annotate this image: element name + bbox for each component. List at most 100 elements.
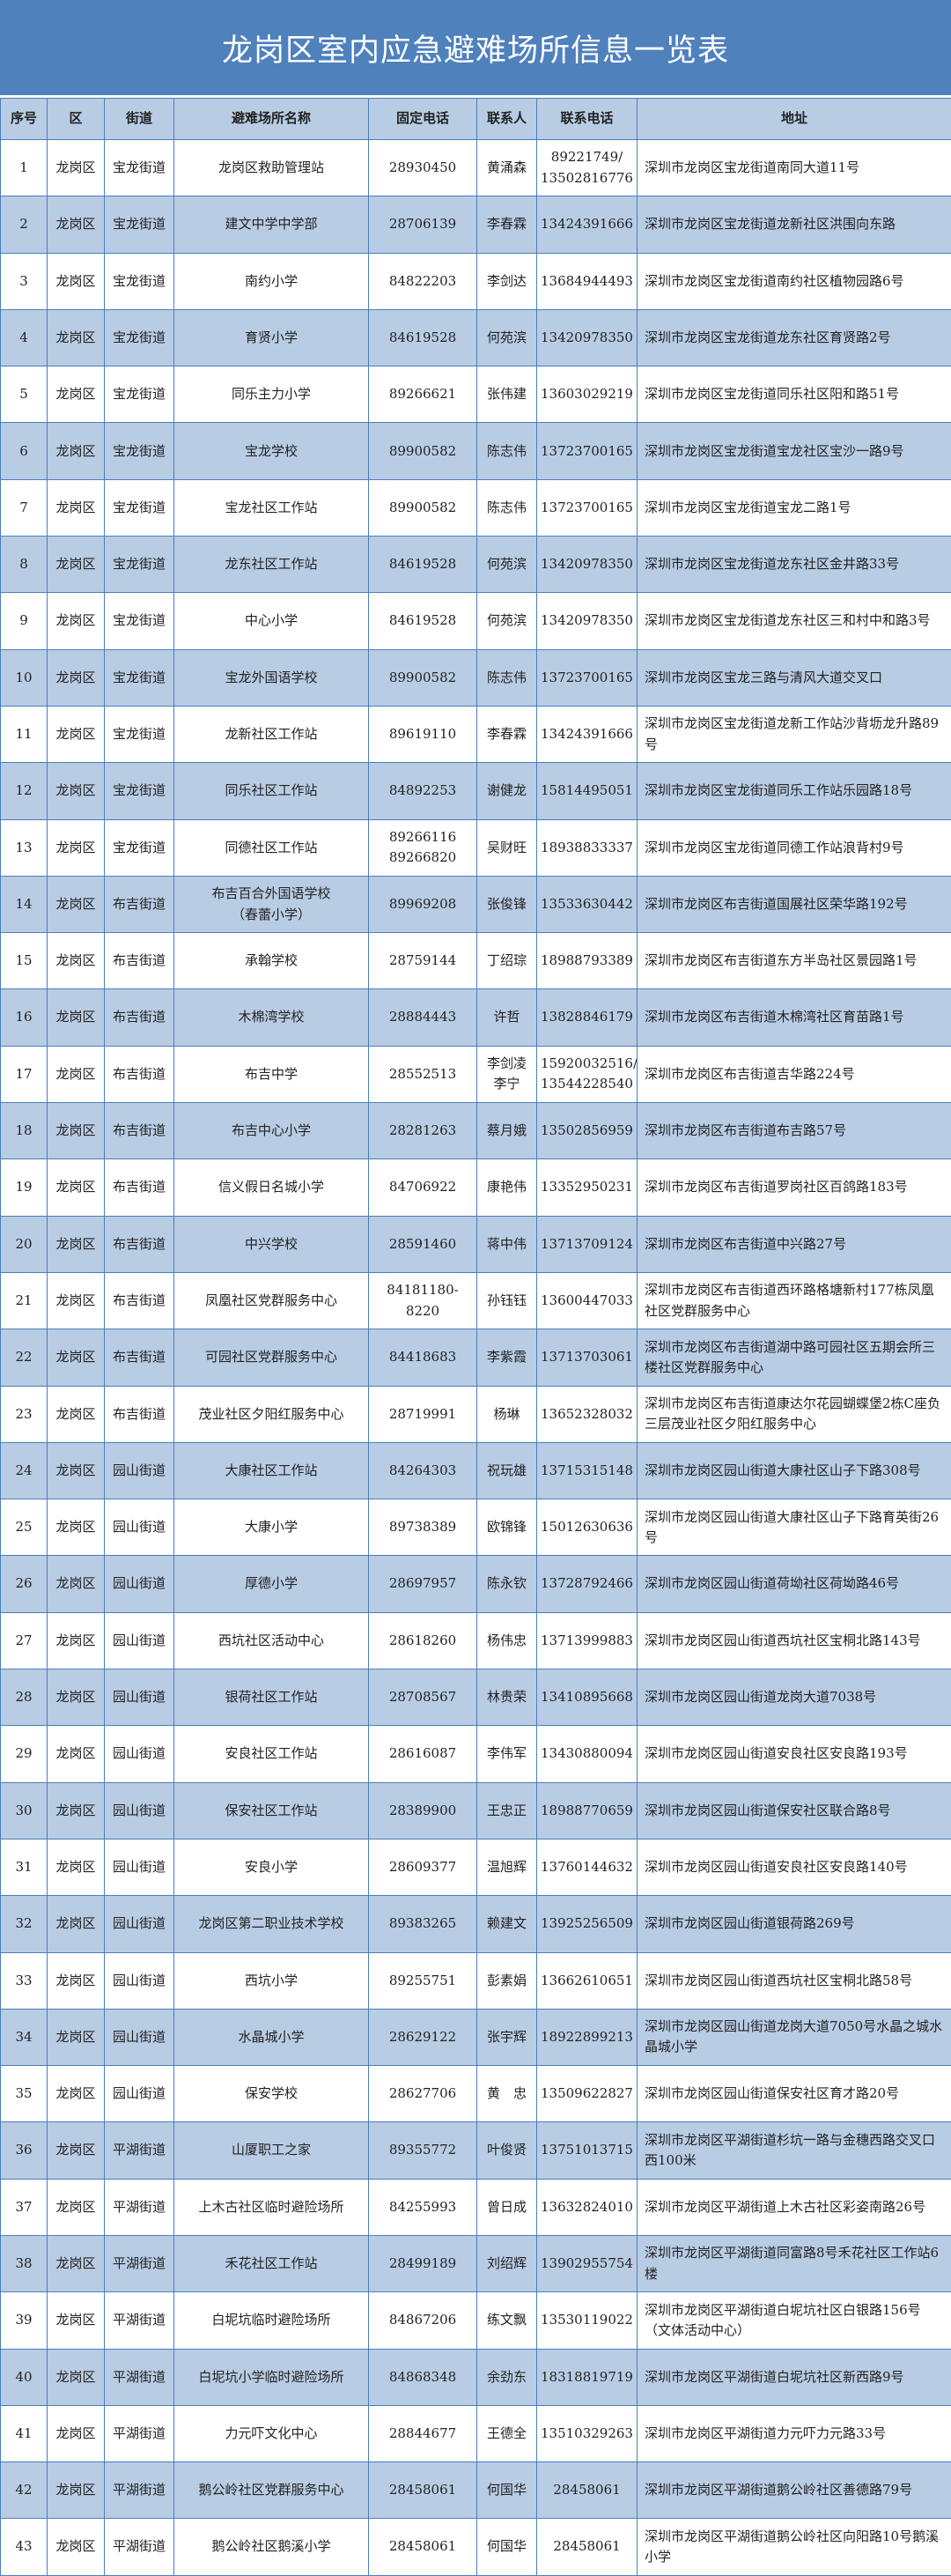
cell-address: 深圳市龙岗区布吉街道湖中路可园社区五期会所三楼社区党群服务中心 bbox=[638, 1329, 951, 1386]
cell-fixed-phone: 89900582 bbox=[369, 423, 477, 479]
cell-district: 龙岗区 bbox=[48, 876, 105, 932]
cell-contact-phone: 18318819719 bbox=[537, 2349, 638, 2405]
cell-contact-phone: 28458061 bbox=[537, 2519, 638, 2575]
cell-district: 龙岗区 bbox=[48, 309, 105, 366]
cell-address: 深圳市龙岗区宝龙街道同乐社区阳和路51号 bbox=[638, 366, 951, 423]
column-header-shelter-name: 避难场所名称 bbox=[174, 99, 369, 140]
cell-address: 深圳市龙岗区园山街道西坑社区宝桐北路143号 bbox=[638, 1612, 951, 1669]
cell-street: 宝龙街道 bbox=[105, 763, 174, 819]
cell-fixed-phone: 89969208 bbox=[369, 876, 477, 932]
cell-district: 龙岗区 bbox=[48, 1839, 105, 1895]
cell-contact-phone: 15814495051 bbox=[537, 763, 638, 819]
cell-address: 深圳市龙岗区布吉街道吉华路224号 bbox=[638, 1046, 951, 1102]
cell-shelter-name: 宝龙学校 bbox=[174, 423, 369, 479]
cell-district: 龙岗区 bbox=[48, 1612, 105, 1669]
column-header-index: 序号 bbox=[1, 99, 48, 140]
cell-index: 19 bbox=[1, 1159, 48, 1216]
cell-district: 龙岗区 bbox=[48, 140, 105, 196]
cell-contact-person: 何国华 bbox=[477, 2462, 537, 2519]
cell-shelter-name: 龙岗区救助管理站 bbox=[174, 140, 369, 196]
cell-address: 深圳市龙岗区园山街道银荷路269号 bbox=[638, 1896, 951, 1952]
cell-shelter-name: 育贤小学 bbox=[174, 309, 369, 366]
cell-contact-person: 黄 忠 bbox=[477, 2066, 537, 2122]
cell-address: 深圳市龙岗区宝龙街道宝龙二路1号 bbox=[638, 479, 951, 536]
column-header-address: 地址 bbox=[638, 99, 951, 140]
cell-index: 26 bbox=[1, 1556, 48, 1612]
cell-index: 15 bbox=[1, 933, 48, 989]
cell-contact-person: 王德全 bbox=[477, 2405, 537, 2461]
cell-contact-person: 蔡月娥 bbox=[477, 1103, 537, 1159]
cell-contact-person: 张俊锋 bbox=[477, 876, 537, 932]
cell-fixed-phone: 28552513 bbox=[369, 1046, 477, 1102]
cell-contact-person: 王忠正 bbox=[477, 1782, 537, 1839]
cell-index: 29 bbox=[1, 1726, 48, 1782]
cell-street: 园山街道 bbox=[105, 1726, 174, 1782]
cell-contact-phone: 13728792466 bbox=[537, 1556, 638, 1612]
cell-contact-phone: 13352950231 bbox=[537, 1159, 638, 1216]
cell-address: 深圳市龙岗区平湖街道力元吓力元路33号 bbox=[638, 2405, 951, 2461]
cell-address: 深圳市龙岗区园山街道保安社区联合路8号 bbox=[638, 1782, 951, 1839]
cell-fixed-phone: 28591460 bbox=[369, 1216, 477, 1272]
cell-district: 龙岗区 bbox=[48, 989, 105, 1046]
cell-address: 深圳市龙岗区布吉街道中兴路27号 bbox=[638, 1216, 951, 1272]
cell-street: 园山街道 bbox=[105, 1499, 174, 1556]
cell-address: 深圳市龙岗区布吉街道西环路格塘新村177栋凤凰社区党群服务中心 bbox=[638, 1272, 951, 1329]
cell-fixed-phone: 28697957 bbox=[369, 1556, 477, 1612]
column-header-contact-person: 联系人 bbox=[477, 99, 537, 140]
cell-street: 园山街道 bbox=[105, 1612, 174, 1669]
cell-index: 3 bbox=[1, 253, 48, 309]
cell-shelter-name: 山厦职工之家 bbox=[174, 2122, 369, 2179]
cell-contact-phone: 13420978350 bbox=[537, 537, 638, 593]
cell-district: 龙岗区 bbox=[48, 1159, 105, 1216]
cell-shelter-name: 布吉百合外国语学校 （春蕾小学） bbox=[174, 876, 369, 932]
cell-contact-phone: 13662610651 bbox=[537, 1952, 638, 2009]
cell-contact-phone: 13902955754 bbox=[537, 2235, 638, 2291]
cell-contact-person: 林贵荣 bbox=[477, 1669, 537, 1726]
cell-shelter-name: 安良社区工作站 bbox=[174, 1726, 369, 1782]
cell-address: 深圳市龙岗区平湖街道白坭坑社区新西路9号 bbox=[638, 2349, 951, 2405]
cell-contact-phone: 13723700165 bbox=[537, 479, 638, 536]
cell-district: 龙岗区 bbox=[48, 2066, 105, 2122]
cell-contact-person: 叶俊贤 bbox=[477, 2122, 537, 2179]
cell-street: 宝龙街道 bbox=[105, 593, 174, 649]
cell-fixed-phone: 28458061 bbox=[369, 2462, 477, 2519]
cell-index: 12 bbox=[1, 763, 48, 819]
cell-fixed-phone: 28281263 bbox=[369, 1103, 477, 1159]
cell-street: 宝龙街道 bbox=[105, 423, 174, 479]
cell-contact-phone: 18938833337 bbox=[537, 819, 638, 876]
cell-index: 34 bbox=[1, 2009, 48, 2065]
cell-address: 深圳市龙岗区宝龙街道南约社区植物园路6号 bbox=[638, 253, 951, 309]
cell-fixed-phone: 28627706 bbox=[369, 2066, 477, 2122]
cell-fixed-phone: 84867206 bbox=[369, 2292, 477, 2349]
cell-contact-person: 吴财旺 bbox=[477, 819, 537, 876]
cell-shelter-name: 鹅公岭社区党群服务中心 bbox=[174, 2462, 369, 2519]
cell-index: 28 bbox=[1, 1669, 48, 1726]
cell-fixed-phone: 84255993 bbox=[369, 2179, 477, 2235]
cell-index: 14 bbox=[1, 876, 48, 932]
cell-address: 深圳市龙岗区宝龙街道龙东社区三和村中和路3号 bbox=[638, 593, 951, 649]
cell-contact-phone: 13533630442 bbox=[537, 876, 638, 932]
cell-fixed-phone: 28930450 bbox=[369, 140, 477, 196]
cell-street: 园山街道 bbox=[105, 2009, 174, 2065]
cell-address: 深圳市龙岗区平湖街道同富路8号禾花社区工作站6楼 bbox=[638, 2235, 951, 2291]
cell-district: 龙岗区 bbox=[48, 649, 105, 706]
cell-fixed-phone: 84706922 bbox=[369, 1159, 477, 1216]
cell-fixed-phone: 28458061 bbox=[369, 2519, 477, 2575]
cell-street: 园山街道 bbox=[105, 2066, 174, 2122]
cell-shelter-name: 水晶城小学 bbox=[174, 2009, 369, 2065]
cell-shelter-name: 白坭坑临时避险场所 bbox=[174, 2292, 369, 2349]
cell-index: 30 bbox=[1, 1782, 48, 1839]
cell-index: 38 bbox=[1, 2235, 48, 2291]
cell-address: 深圳市龙岗区园山街道荷坳社区荷坳路46号 bbox=[638, 1556, 951, 1612]
cell-shelter-name: 力元吓文化中心 bbox=[174, 2405, 369, 2461]
